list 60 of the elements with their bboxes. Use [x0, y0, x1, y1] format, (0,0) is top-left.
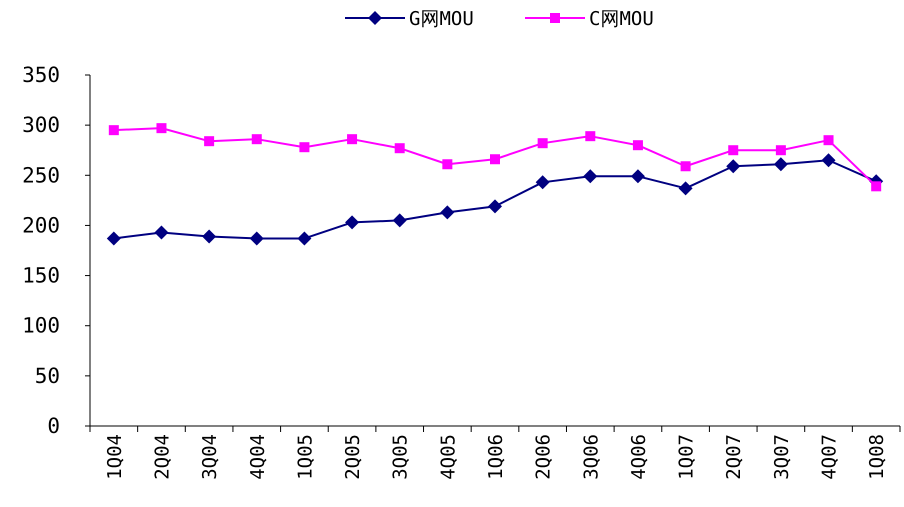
y-tick-label: 350	[22, 63, 60, 87]
x-tick-label: 2Q07	[723, 434, 746, 480]
point	[632, 140, 643, 150]
point	[678, 181, 693, 196]
point	[776, 145, 786, 156]
y-tick-label: 200	[22, 213, 60, 238]
x-tick-label: 1Q07	[676, 434, 698, 480]
point	[726, 159, 740, 174]
point	[154, 225, 168, 240]
x-tick-label: 4Q07	[818, 434, 841, 480]
x-tick-label: 1Q04	[104, 434, 126, 480]
point	[394, 143, 405, 154]
y-tick-label: 0	[47, 414, 60, 438]
point	[347, 134, 358, 144]
point	[488, 199, 502, 214]
point	[822, 153, 836, 168]
point	[108, 125, 119, 136]
x-tick-label: 3Q06	[580, 434, 602, 480]
point	[297, 231, 312, 246]
point	[774, 157, 788, 172]
point	[680, 161, 691, 172]
y-tick-label: 250	[22, 163, 60, 188]
x-tick-label: 4Q04	[246, 434, 269, 480]
x-tick-label: 2Q05	[342, 434, 364, 480]
point	[871, 181, 882, 192]
x-tick-label: 4Q05	[437, 434, 460, 480]
point	[442, 159, 452, 170]
x-tick-label: 2Q04	[151, 434, 174, 480]
y-tick-label: 50	[34, 364, 60, 388]
x-tick-label: 3Q04	[199, 434, 222, 480]
point	[583, 169, 598, 184]
x-tick-label: 4Q06	[628, 434, 650, 480]
point	[156, 123, 166, 134]
point	[299, 142, 310, 152]
point	[536, 175, 550, 190]
point	[538, 138, 548, 148]
point	[392, 213, 407, 228]
point	[630, 169, 645, 184]
point	[585, 131, 596, 142]
legend-label: G网MOU	[409, 8, 474, 30]
point	[202, 229, 216, 244]
x-tick-label: 3Q07	[770, 434, 793, 480]
point	[824, 135, 834, 146]
y-tick-label: 300	[22, 113, 60, 138]
point	[250, 231, 264, 246]
point	[440, 205, 454, 220]
x-tick-label: 1Q08	[866, 434, 888, 480]
y-tick-label: 100	[22, 314, 60, 338]
point	[345, 215, 360, 230]
legend-label: C网MOU	[589, 8, 654, 30]
y-tick-label: 150	[22, 264, 60, 288]
point	[252, 134, 262, 144]
x-tick-label: 2Q06	[532, 434, 555, 480]
x-tick-label: 3Q05	[390, 434, 412, 480]
point	[106, 231, 121, 246]
x-tick-label: 1Q06	[485, 434, 507, 480]
x-tick-label: 1Q05	[294, 434, 316, 480]
point	[490, 154, 500, 164]
point	[204, 136, 214, 146]
point	[728, 145, 738, 156]
